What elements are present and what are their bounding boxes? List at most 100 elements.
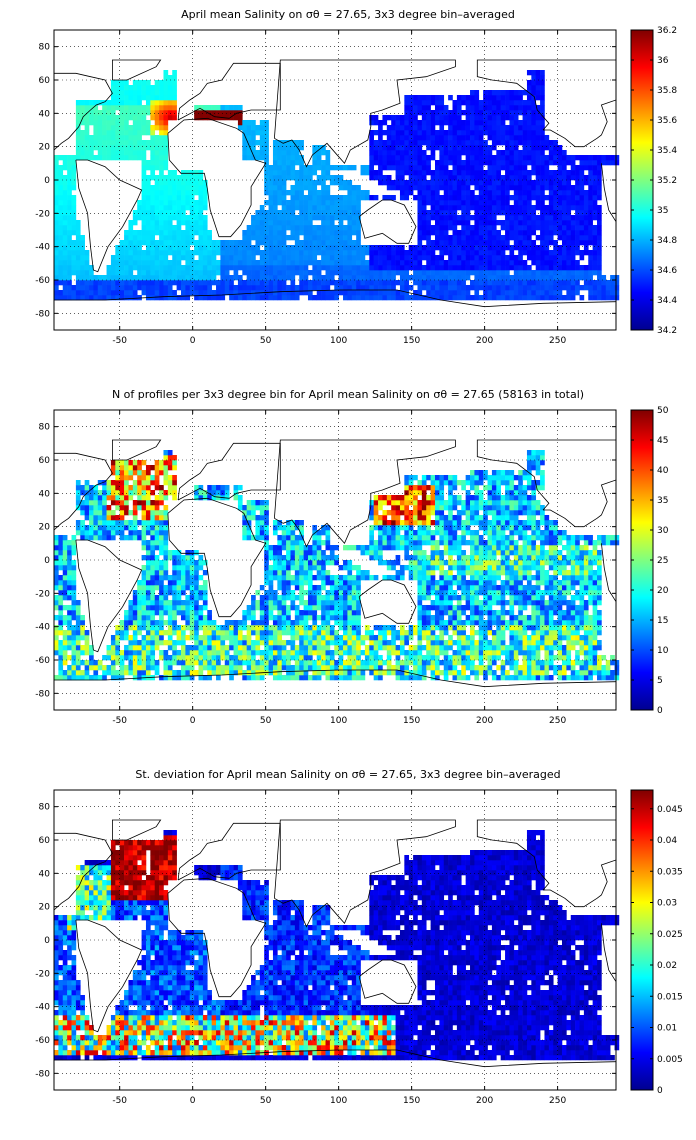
heatmap-cell: [159, 580, 164, 586]
heatmap-cell: [128, 140, 134, 146]
heatmap-cell: [224, 105, 230, 111]
heatmap-cell: [268, 575, 274, 581]
heatmap-cell: [448, 120, 453, 126]
heatmap-cell: [159, 530, 164, 536]
heatmap-cell: [224, 260, 230, 266]
heatmap-cell: [548, 270, 554, 276]
heatmap-cell: [233, 105, 239, 111]
heatmap-cell: [272, 215, 278, 221]
heatmap-cell: [575, 180, 580, 186]
heatmap-cell: [145, 180, 151, 186]
heatmap-cell: [58, 170, 64, 176]
heatmap-cell: [154, 245, 160, 251]
heatmap-cell: [343, 270, 348, 276]
heatmap-cell: [132, 135, 138, 141]
heatmap-cell: [154, 190, 160, 196]
heatmap-cell: [132, 520, 138, 526]
heatmap-cell: [509, 185, 515, 191]
heatmap-cell: [172, 630, 177, 636]
heatmap-cell: [386, 140, 392, 146]
heatmap-cell: [163, 230, 169, 236]
heatmap-cell: [509, 115, 515, 121]
heatmap-cell: [299, 220, 304, 226]
heatmap-cell: [526, 220, 532, 226]
heatmap-cell: [145, 175, 151, 181]
heatmap-cell: [312, 180, 318, 186]
heatmap-cell: [251, 220, 256, 226]
heatmap-cell: [325, 290, 331, 296]
heatmap-cell: [312, 235, 318, 241]
heatmap-cell: [277, 160, 283, 166]
heatmap-cell: [601, 280, 607, 286]
heatmap-cell: [268, 220, 274, 226]
heatmap-cell: [159, 615, 164, 621]
heatmap-cell: [176, 235, 182, 241]
heatmap-cell: [452, 235, 458, 241]
heatmap-cell: [360, 165, 366, 171]
heatmap-cell: [189, 580, 195, 586]
heatmap-cell: [54, 595, 59, 601]
heatmap-cell: [251, 620, 256, 626]
heatmap-cell: [321, 220, 326, 226]
heatmap-cell: [71, 185, 77, 191]
heatmap-cell: [303, 230, 309, 236]
heatmap-cell: [439, 100, 445, 106]
heatmap-cell: [67, 280, 72, 286]
heatmap-cell: [513, 290, 519, 296]
heatmap-cell: [369, 280, 374, 286]
heatmap-cell: [430, 115, 436, 121]
heatmap-cell: [404, 185, 410, 191]
heatmap-cell: [159, 195, 164, 201]
heatmap-cell: [246, 535, 252, 541]
heatmap-cell: [579, 255, 585, 261]
heatmap-cell: [58, 550, 64, 556]
heatmap-cell: [185, 285, 191, 291]
heatmap-cell: [137, 140, 142, 146]
heatmap-cell: [272, 620, 278, 626]
heatmap-cell: [448, 200, 453, 206]
heatmap-cell: [181, 575, 186, 581]
heatmap-cell: [84, 485, 90, 491]
heatmap-cell: [465, 185, 471, 191]
heatmap-cell: [137, 670, 142, 676]
heatmap-cell: [251, 665, 256, 671]
heatmap-cell: [106, 140, 112, 146]
heatmap-cell: [110, 100, 116, 106]
heatmap-cell: [294, 255, 300, 261]
heatmap-cell: [268, 195, 274, 201]
heatmap-cell: [264, 245, 269, 251]
heatmap-cell: [115, 470, 120, 476]
heatmap-cell: [535, 165, 541, 171]
heatmap-cell: [483, 185, 488, 191]
heatmap-cell: [474, 90, 480, 96]
heatmap-cell: [137, 610, 142, 616]
heatmap-cell: [601, 290, 607, 296]
heatmap-cell: [167, 580, 173, 586]
heatmap-cell: [408, 120, 414, 126]
heatmap-cell: [202, 270, 208, 276]
heatmap-cell: [268, 190, 274, 196]
heatmap-cell: [474, 240, 480, 246]
heatmap-cell: [194, 200, 199, 206]
heatmap-cell: [452, 250, 458, 256]
heatmap-cell: [356, 240, 361, 246]
heatmap-cell: [185, 560, 191, 566]
heatmap-cell: [456, 245, 462, 251]
heatmap-cell: [202, 255, 208, 261]
heatmap-cell: [124, 120, 129, 126]
heatmap-cell: [456, 165, 462, 171]
heatmap-cell: [421, 265, 427, 271]
heatmap-cell: [172, 585, 177, 591]
heatmap-cell: [159, 675, 164, 681]
heatmap-cell: [286, 220, 291, 226]
heatmap-cell: [163, 505, 169, 511]
heatmap-cell: [242, 655, 247, 661]
heatmap-cell: [159, 225, 164, 231]
heatmap-cell: [84, 645, 90, 651]
heatmap-cell: [132, 615, 138, 621]
heatmap-cell: [80, 505, 85, 511]
heatmap-cell: [141, 665, 147, 671]
heatmap-cell: [443, 105, 449, 111]
heatmap-cell: [421, 255, 427, 261]
heatmap-cell: [216, 260, 221, 266]
